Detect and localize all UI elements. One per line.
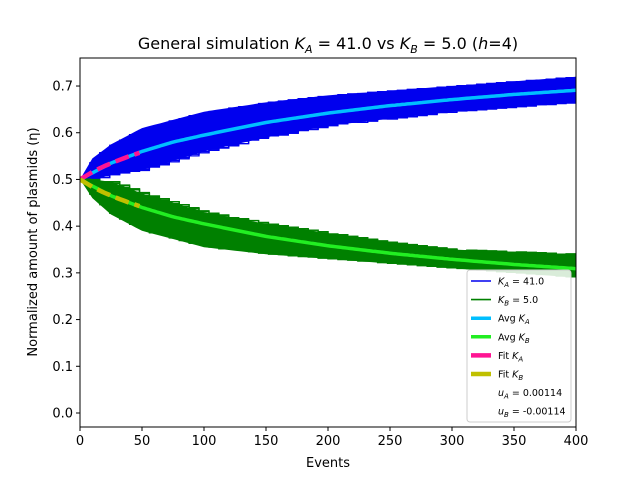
y-axis-label: Normalized amount of plasmids (η) <box>26 127 41 356</box>
legend-label-avg_b: Avg KB <box>498 332 530 345</box>
x-axis-label: Events <box>306 456 350 471</box>
run-line <box>80 178 576 255</box>
legend-label-ka: KA = 41.0 <box>498 277 544 290</box>
legend-box <box>466 269 572 423</box>
chart-title: General simulation KA = 41.0 vs KB = 5.0… <box>138 34 518 56</box>
run-line <box>80 178 576 270</box>
y-tick-label: 0.7 <box>52 80 73 95</box>
avg-ka-line <box>80 88 576 181</box>
y-tick-label: 0.6 <box>52 126 73 141</box>
x-tick-label: 250 <box>378 434 403 449</box>
avg-kb-line <box>80 177 576 271</box>
x-tick-label: 200 <box>316 434 341 449</box>
legend-label-fit_a: Fit KA <box>498 351 523 364</box>
y-tick-label: 0.0 <box>52 406 73 421</box>
x-tick-label: 100 <box>192 434 217 449</box>
y-tick-label: 0.3 <box>52 266 73 281</box>
legend-label-ua: uA = 0.00114 <box>498 388 562 401</box>
y-tick-label: 0.2 <box>52 313 73 328</box>
y-tick-label: 0.5 <box>52 173 73 188</box>
x-tick-label: 0 <box>76 434 84 449</box>
run-line <box>80 76 576 181</box>
x-tick-label: 50 <box>134 434 151 449</box>
y-tick-label: 0.4 <box>52 220 73 235</box>
y-tick-label: 0.1 <box>52 360 73 375</box>
x-tick-label: 400 <box>564 434 589 449</box>
legend-label-kb: KB = 5.0 <box>498 295 538 308</box>
x-tick-label: 300 <box>440 434 465 449</box>
runs-kb-series <box>80 178 576 278</box>
legend: KA = 41.0 KB = 5.0 Avg KA Avg KB Fit KA Fit K… <box>466 269 572 423</box>
run-line <box>80 95 576 181</box>
x-tick-label: 150 <box>254 434 279 449</box>
x-axis: 0 50 100 150 200 250 300 350 400 <box>76 427 589 449</box>
legend-label-avg_a: Avg KA <box>498 314 530 327</box>
x-tick-label: 350 <box>502 434 527 449</box>
series-layer <box>80 76 576 278</box>
fit-ka-line <box>80 150 141 182</box>
y-axis: 0.0 0.1 0.2 0.3 0.4 0.5 0.6 0.7 <box>52 80 80 421</box>
run-line <box>80 85 576 181</box>
legend-label-ub: uB = -0.00114 <box>498 407 566 420</box>
legend-label-fit_b: Fit KB <box>498 370 523 383</box>
run-line <box>80 77 576 181</box>
fit-kb-line <box>80 177 141 209</box>
